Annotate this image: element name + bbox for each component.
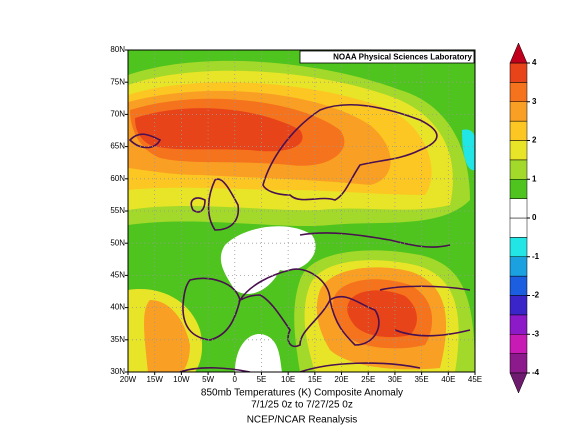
x-tick-label: 45E	[468, 375, 482, 384]
x-tick-label: 35E	[414, 375, 428, 384]
colorbar-band	[509, 314, 528, 335]
field-band	[144, 300, 190, 372]
x-tick-label: 20E	[334, 375, 348, 384]
colorbar-tick-label: -1	[532, 252, 540, 261]
y-tick-label: 75N	[110, 77, 125, 86]
colorbar-tick-label: 3	[532, 97, 537, 106]
colorbar-band	[509, 353, 528, 374]
title: NCEP/NCAR Reanalysis	[247, 415, 358, 426]
y-tick-label: 35N	[110, 335, 125, 344]
colorbar-band	[509, 62, 528, 83]
colorbar-band	[509, 120, 528, 141]
x-tick-label: 40E	[441, 375, 455, 384]
colorbar-band	[509, 217, 528, 238]
x-tick-label: 25E	[361, 375, 375, 384]
x-tick-label: 15W	[146, 375, 163, 384]
colorbar-tick-label: 1	[532, 174, 537, 183]
colorbar-band	[509, 198, 528, 219]
x-tick-label: 5W	[202, 375, 214, 384]
y-tick-label: 60N	[110, 174, 125, 183]
colorbar-band	[509, 237, 528, 257]
y-tick-label: 40N	[110, 303, 125, 312]
colorbar-band	[509, 275, 528, 296]
colorbar-band	[509, 179, 528, 199]
colorbar-tick-label: -4	[532, 368, 540, 377]
anomaly-field	[128, 50, 475, 372]
field-band	[235, 334, 282, 372]
x-tick-label: 10W	[173, 375, 190, 384]
colorbar-tick-label: 4	[532, 58, 537, 67]
x-tick-label: 15E	[308, 375, 322, 384]
x-tick-label: 5E	[257, 375, 267, 384]
x-tick-label: 30E	[388, 375, 402, 384]
field-band	[347, 290, 417, 338]
colorbar-band	[509, 140, 528, 161]
colorbar-tick-label: -3	[532, 329, 540, 338]
x-tick-label: 0	[233, 375, 238, 384]
header-box	[299, 50, 475, 64]
colorbar-tick-label: 0	[532, 213, 537, 222]
title: 850mb Temperatures (K) Composite Anomaly	[201, 388, 403, 399]
colorbar-band	[509, 82, 528, 102]
y-tick-label: 45N	[110, 271, 125, 280]
colorbar-tick-label: -2	[532, 291, 540, 300]
y-tick-label: 30N	[110, 367, 125, 376]
colorbar-extend	[509, 42, 528, 64]
colorbar-band	[509, 256, 528, 277]
y-tick-label: 65N	[110, 142, 125, 151]
colorbar-extend	[509, 372, 528, 394]
title: 7/1/25 0z to 7/27/25 0z	[251, 400, 353, 411]
coastlines	[128, 104, 471, 372]
colorbar-band	[509, 101, 528, 122]
y-tick-label: 70N	[110, 110, 125, 119]
colorbar-band	[509, 295, 528, 316]
y-tick-label: 55N	[110, 206, 125, 215]
x-tick-label: 20W	[120, 375, 137, 384]
colorbar-tick-label: 2	[532, 136, 537, 145]
y-tick-label: 50N	[110, 238, 125, 247]
y-tick-label: 80N	[110, 45, 125, 54]
x-tick-label: 10E	[281, 375, 295, 384]
field-band	[135, 108, 303, 152]
header: NOAA Physical Sciences Laboratory	[333, 53, 472, 62]
colorbar-band	[509, 334, 528, 354]
colorbar-band	[509, 159, 528, 180]
field-band	[462, 129, 475, 171]
